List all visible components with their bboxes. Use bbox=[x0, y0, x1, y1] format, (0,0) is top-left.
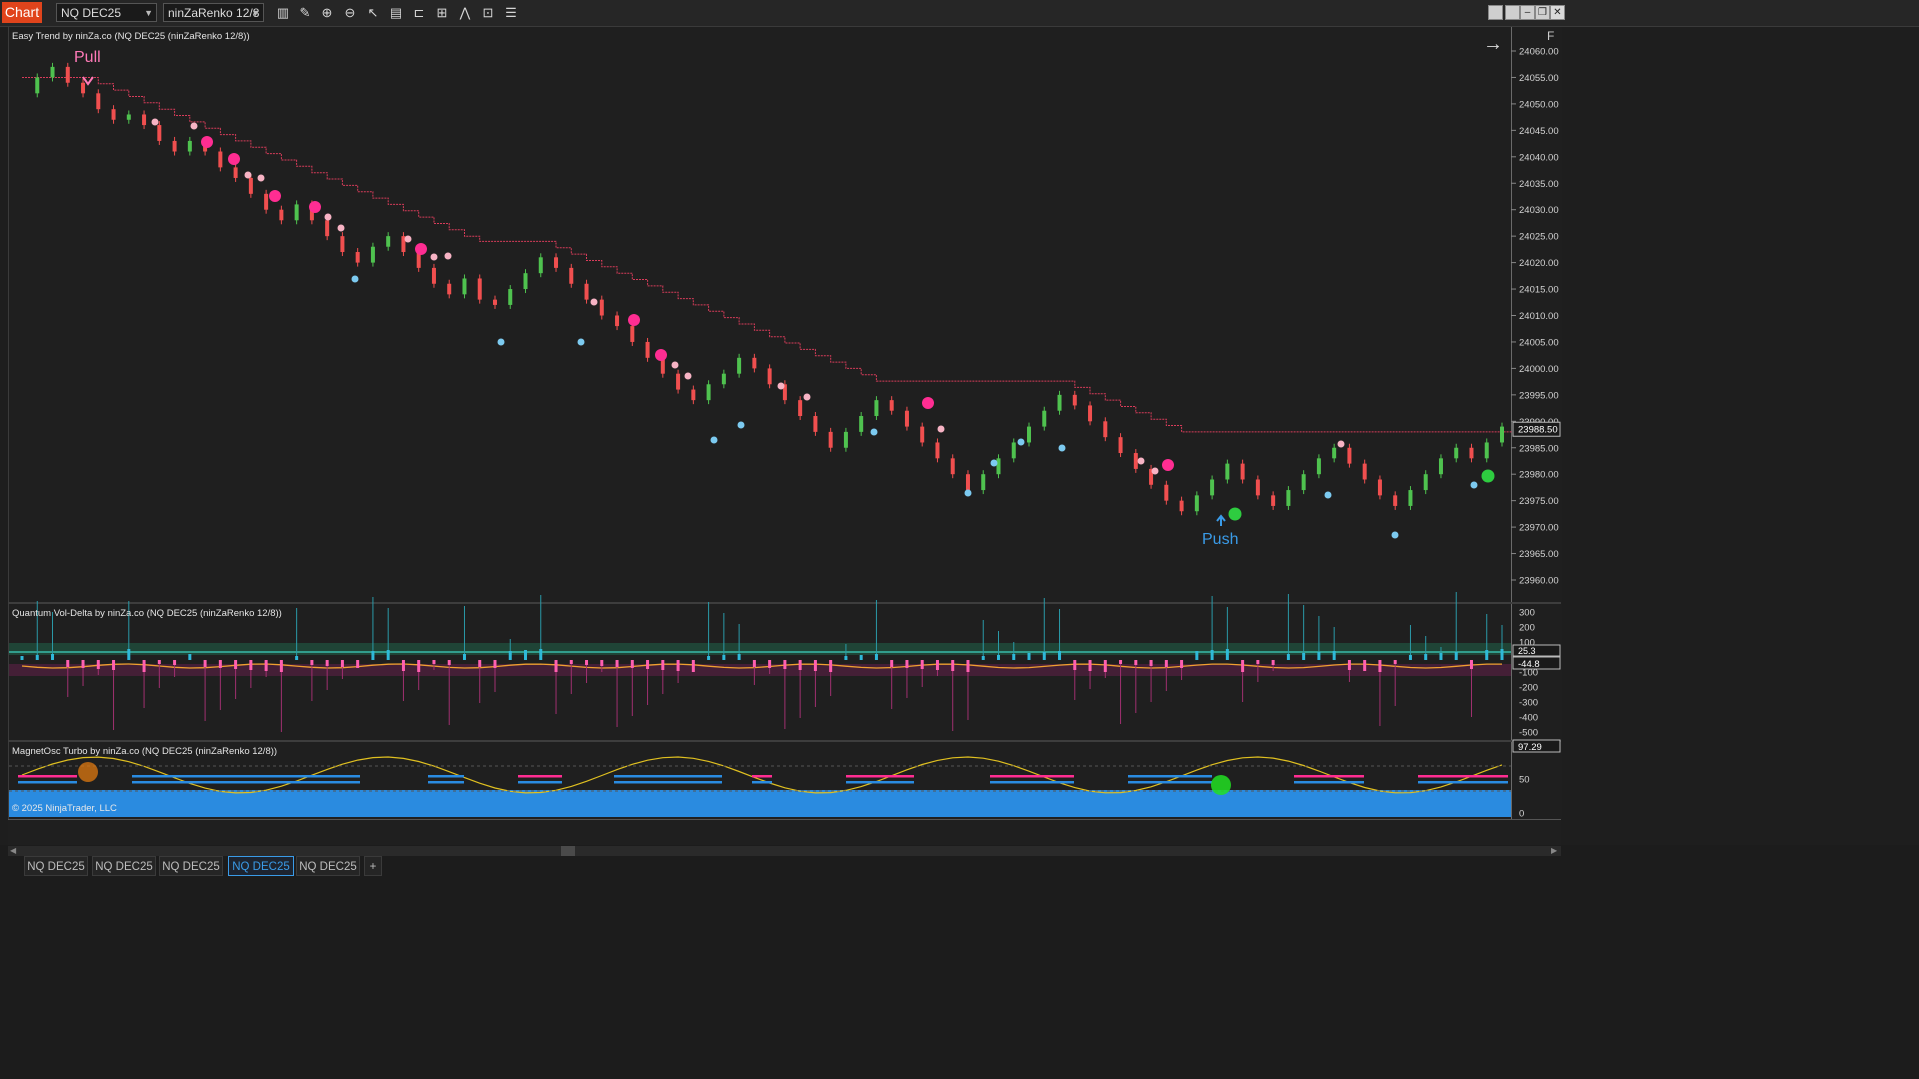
chart-panels[interactable] bbox=[8, 27, 1512, 819]
bar-type-selector[interactable]: ninZaRenko 12/8 ▼ bbox=[163, 3, 264, 22]
chart-window-tab[interactable]: Chart bbox=[2, 2, 42, 23]
calculator-icon[interactable]: ⊡ bbox=[482, 5, 494, 20]
zoom-out-icon[interactable]: ⊖ bbox=[344, 5, 356, 20]
add-tab-button[interactable]: + bbox=[364, 856, 382, 876]
chart-toolbar: Chart NQ DEC25 ▼ ninZaRenko 12/8 ▼ ▥ ✎ ⊕ ⊖… bbox=[0, 0, 1919, 27]
scroll-right-icon[interactable]: ▶ bbox=[1551, 846, 1558, 855]
horizontal-scrollbar[interactable]: ◀ ▶ bbox=[8, 846, 1561, 856]
list-icon[interactable]: ☰ bbox=[505, 5, 517, 20]
restore-icon[interactable]: ❐ bbox=[1535, 5, 1550, 20]
panel-divider[interactable] bbox=[8, 602, 1561, 604]
properties-icon[interactable]: ▤ bbox=[389, 5, 403, 20]
pull-label: Pull bbox=[74, 49, 101, 66]
zoom-in-icon[interactable]: ⊕ bbox=[321, 5, 333, 20]
scroll-thumb[interactable] bbox=[561, 846, 575, 856]
copyright-text: © 2025 NinjaTrader, LLC bbox=[12, 803, 117, 814]
tab-nq-dec25-1[interactable]: NQ DEC25 bbox=[24, 856, 88, 876]
magnet-panel-title: MagnetOsc Turbo by ninZa.co (NQ DEC25 (n… bbox=[12, 746, 278, 757]
instrument-selector[interactable]: NQ DEC25 ▼ bbox=[56, 3, 157, 22]
f-label: F bbox=[1547, 29, 1555, 43]
bar-type-value: ninZaRenko 12/8 bbox=[168, 6, 260, 20]
scroll-left-icon[interactable]: ◀ bbox=[10, 846, 17, 855]
instrument-value: NQ DEC25 bbox=[61, 6, 122, 20]
bottom-bar bbox=[0, 845, 1919, 1079]
panel-divider[interactable] bbox=[8, 740, 1561, 742]
push-label: Push bbox=[1202, 531, 1239, 548]
price-panel-title: Easy Trend by ninZa.co (NQ DEC25 (ninZaR… bbox=[12, 31, 250, 42]
strategies-icon[interactable]: ⋀ bbox=[459, 5, 471, 20]
templates-icon[interactable]: ⊏ bbox=[413, 5, 425, 20]
indicators-icon[interactable]: ⊞ bbox=[436, 5, 448, 20]
pointer-icon[interactable]: ↖ bbox=[367, 5, 379, 20]
tab-nq-dec25-5[interactable]: NQ DEC25 bbox=[296, 856, 360, 876]
tab-nq-dec25-4[interactable]: NQ DEC25 bbox=[228, 856, 294, 876]
vol-panel-title: Quantum Vol-Delta by ninZa.co (NQ DEC25 … bbox=[12, 608, 282, 619]
chevron-down-icon: ▼ bbox=[251, 8, 260, 18]
tile-icon[interactable] bbox=[1488, 5, 1503, 20]
time-axis[interactable] bbox=[8, 819, 1561, 846]
price-axis[interactable] bbox=[1511, 27, 1562, 819]
instrument-tabs: NQ DEC25 NQ DEC25 NQ DEC25 NQ DEC25 NQ D… bbox=[0, 856, 1919, 878]
pencil-icon[interactable]: ✎ bbox=[299, 5, 311, 20]
tile2-icon[interactable] bbox=[1505, 5, 1520, 20]
close-icon[interactable]: ✕ bbox=[1550, 5, 1565, 20]
tab-nq-dec25-3[interactable]: NQ DEC25 bbox=[159, 856, 223, 876]
arrow-right-icon[interactable]: → bbox=[1483, 33, 1503, 55]
tab-nq-dec25-2[interactable]: NQ DEC25 bbox=[92, 856, 156, 876]
bar-chart-icon[interactable]: ▥ bbox=[276, 5, 290, 20]
minimize-icon[interactable]: – bbox=[1520, 5, 1535, 20]
chevron-down-icon: ▼ bbox=[144, 8, 153, 18]
